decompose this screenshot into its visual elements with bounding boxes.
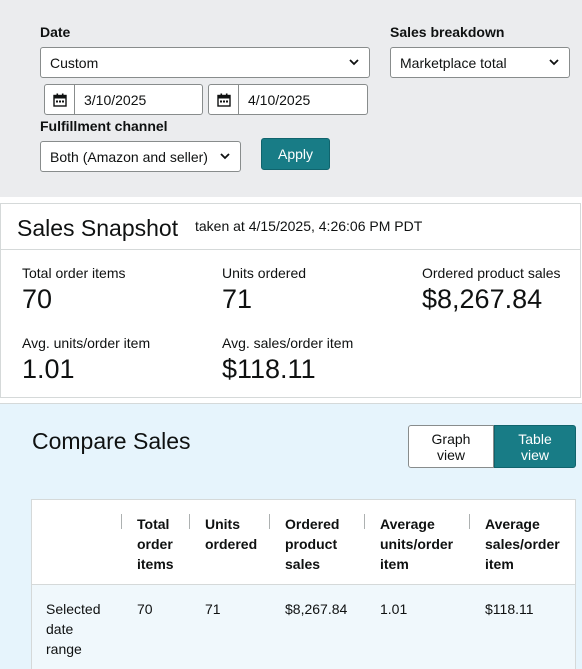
compare-sales-title: Compare Sales [32, 428, 191, 454]
breakdown-label: Sales breakdown [390, 24, 505, 40]
row-label-line: Selected [46, 601, 101, 617]
metric-label: Total order items [22, 265, 126, 281]
chevron-down-icon [349, 59, 359, 66]
column-header-ordered-product-sales: Ordered product sales [285, 514, 339, 574]
graph-view-label-1: Graph [431, 430, 471, 447]
fulfillment-channel-value: Both (Amazon and seller) [50, 148, 208, 165]
metric-value: 70 [22, 284, 53, 314]
header-line: Total [137, 516, 170, 532]
calendar-icon[interactable] [209, 85, 239, 114]
compare-sales-section: Compare Sales Graph view Table view Total o… [0, 403, 582, 669]
header-line: ordered [205, 536, 258, 552]
table-cell: 70 [137, 601, 153, 617]
header-line: items [137, 556, 174, 572]
column-divider [269, 514, 270, 529]
column-divider [364, 514, 365, 529]
header-line: sales/order [485, 536, 560, 552]
graph-view-label-2: view [436, 446, 465, 463]
calendar-icon[interactable] [45, 85, 75, 114]
start-date-field[interactable]: 3/10/2025 [44, 84, 203, 115]
header-line: order [137, 536, 173, 552]
sales-breakdown-select[interactable]: Marketplace total [390, 47, 570, 78]
header-line: Ordered [285, 516, 340, 532]
metric-value: $8,267.84 [422, 284, 543, 314]
table-cell: 1.01 [380, 601, 408, 617]
column-divider [121, 514, 122, 529]
end-date-field[interactable]: 4/10/2025 [208, 84, 368, 115]
metric-label: Ordered product sales [422, 265, 561, 281]
metric-value: $118.11 [222, 354, 316, 384]
row-label-line: range [46, 641, 82, 657]
column-header-units-ordered: Units ordered [205, 514, 257, 554]
header-line: Average [380, 516, 435, 532]
table-view-label-1: Table [518, 430, 552, 447]
chevron-down-icon [220, 153, 230, 160]
chevron-down-icon [549, 59, 559, 66]
fulfillment-label: Fulfillment channel [40, 118, 168, 134]
metric-label: Units ordered [222, 265, 307, 281]
row-label: Selected date range [46, 599, 100, 659]
metric-label: Avg. units/order item [22, 335, 151, 351]
header-line: item [380, 556, 409, 572]
table-view-label-2: view [520, 446, 549, 463]
date-range-value: Custom [50, 54, 99, 71]
apply-button[interactable]: Apply [261, 138, 330, 170]
metric-value: 71 [222, 284, 253, 314]
column-header-average-sales: Average sales/order item [485, 514, 560, 574]
row-label-line: date [46, 621, 74, 637]
table-header-row: Total order items Units ordered Ordered prod… [32, 500, 575, 585]
snapshot-title: Sales Snapshot [17, 215, 179, 241]
header-line: product [285, 536, 338, 552]
header-line: sales [285, 556, 321, 572]
graph-view-toggle[interactable]: Graph view [408, 425, 494, 468]
metric-label: Avg. sales/order item [222, 335, 354, 351]
column-divider [469, 514, 470, 529]
table-cell: $118.11 [485, 601, 534, 617]
header-line: Average [485, 516, 540, 532]
snapshot-timestamp: taken at 4/15/2025, 4:26:06 PM PDT [195, 218, 423, 234]
table-cell: 71 [205, 601, 221, 617]
header-line: Units [205, 516, 240, 532]
table-row: Selected date range 70 71 $8,267.84 1.01 $… [32, 585, 575, 669]
fulfillment-channel-select[interactable]: Both (Amazon and seller) [40, 141, 241, 172]
filters-panel: Date Custom 3/10/2025 4/10/2025 Sales br… [0, 0, 582, 197]
start-date-value: 3/10/2025 [84, 91, 147, 108]
sales-breakdown-value: Marketplace total [400, 54, 507, 71]
column-header-total-order-items: Total order items [137, 514, 174, 574]
metric-value: 1.01 [22, 354, 75, 384]
sales-snapshot-card: Sales Snapshot taken at 4/15/2025, 4:26:… [0, 203, 581, 398]
end-date-value: 4/10/2025 [248, 91, 311, 108]
header-line: item [485, 556, 514, 572]
column-header-average-units: Average units/order item [380, 514, 453, 574]
column-divider [189, 514, 190, 529]
compare-sales-table: Total order items Units ordered Ordered prod… [31, 499, 576, 669]
header-line: units/order [380, 536, 454, 552]
snapshot-header: Sales Snapshot taken at 4/15/2025, 4:26:… [1, 204, 580, 250]
date-label: Date [40, 24, 71, 40]
table-view-toggle[interactable]: Table view [494, 425, 576, 468]
table-cell: $8,267.84 [285, 601, 348, 617]
date-range-select[interactable]: Custom [40, 47, 370, 78]
